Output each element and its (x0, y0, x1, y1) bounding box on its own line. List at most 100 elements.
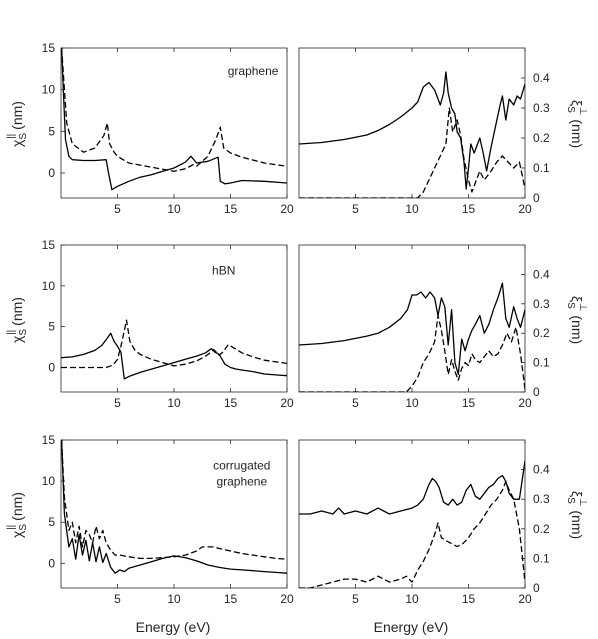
x-tick-label-10: 10 (405, 202, 419, 216)
xi-unit: (nm) (569, 116, 585, 149)
x-tick-label-20: 20 (518, 396, 532, 410)
x-tick-label-10: 10 (167, 592, 181, 606)
y-tick-label-10: 10 (42, 474, 56, 488)
x-tick-label-20: 20 (518, 202, 532, 216)
chi-symbol: χ (9, 139, 25, 147)
x-tick-label-15: 15 (224, 396, 238, 410)
xi-sup: ⊥ (577, 303, 588, 312)
series-group (61, 319, 287, 380)
svg-text:χS|| (nm): χS|| (nm) (6, 101, 29, 147)
x-tick-label-5: 5 (352, 396, 359, 410)
y-tick-label-15: 15 (42, 41, 56, 55)
xi-symbol: ξ (569, 296, 585, 302)
x-tick-label-15: 15 (462, 202, 476, 216)
panel-annotation: corrugated graphene (213, 459, 270, 489)
x-tick-label-20: 20 (280, 202, 294, 216)
y-tick-label-0: 0 (48, 556, 55, 570)
chi-unit: (nm) (9, 101, 25, 134)
series-group (61, 48, 287, 191)
x-tick-label-10: 10 (405, 592, 419, 606)
plot-frame (60, 47, 288, 199)
y-axis-label-chi-bottom: χS|| (nm) (6, 492, 29, 538)
panel-annotation: graphene (228, 64, 279, 78)
series-group (299, 71, 525, 198)
chi-unit: (nm) (9, 492, 25, 525)
series-line-solid (61, 440, 287, 574)
plot-frame (60, 244, 288, 393)
xi-sup: ⊥ (577, 498, 588, 507)
y-tick-label-0.3: 0.3 (533, 492, 550, 506)
plot-frame (298, 47, 526, 199)
y-tick-label-0.1: 0.1 (533, 161, 550, 175)
y-tick-label-0.1: 0.1 (533, 551, 550, 565)
plot-frame (298, 439, 526, 589)
chi-sup: || (6, 525, 17, 530)
x-tick-label-5: 5 (114, 202, 121, 216)
x-tick-label-5: 5 (114, 592, 121, 606)
panel-hbn-xi: 5 10 15 200 0.1 0.2 0.3 0.4 (298, 244, 550, 410)
x-tick-label-20: 20 (518, 592, 532, 606)
series-line-dashed (61, 319, 287, 369)
svg-text:ξS⊥ (nm): ξS⊥ (nm) (565, 491, 588, 539)
series-line-dashed (299, 480, 525, 588)
y-tick-label-0: 0 (48, 361, 55, 375)
y-tick-label-15: 15 (42, 433, 56, 447)
y-axis-label-xi-top: ξS⊥ (nm) (565, 100, 588, 148)
y-tick-label-0.3: 0.3 (533, 101, 550, 115)
y-tick-label-10: 10 (42, 279, 56, 293)
x-tick-label-10: 10 (405, 396, 419, 410)
svg-text:χS|| (nm): χS|| (nm) (6, 492, 29, 538)
svg-text:ξS⊥ (nm): ξS⊥ (nm) (565, 296, 588, 344)
annotation-line: corrugated (213, 459, 270, 473)
y-axis-label-xi-middle: ξS⊥ (nm) (565, 296, 588, 344)
panel-graphene-xi: 5 10 15 200 0.1 0.2 0.3 0.4 (298, 47, 550, 216)
series-line-dashed (299, 107, 525, 198)
plot-frame (298, 244, 526, 393)
xi-sub: S (565, 302, 576, 309)
y-axis-label-chi-middle: χS|| (nm) (6, 297, 29, 343)
series-line-dashed (61, 440, 287, 560)
x-axis-label-right: Energy (eV) (374, 619, 449, 635)
chi-unit: (nm) (9, 297, 25, 330)
panel-corrugated-xi: 5 10 15 200 0.1 0.2 0.3 0.4 (298, 439, 550, 606)
x-tick-label-5: 5 (352, 592, 359, 606)
x-tick-label-10: 10 (167, 202, 181, 216)
xi-sub: S (565, 106, 576, 113)
annotation-line: hBN (212, 263, 235, 277)
svg-text:ξS⊥ (nm): ξS⊥ (nm) (565, 100, 588, 148)
y-tick-label-15: 15 (42, 238, 56, 252)
chi-symbol: χ (9, 530, 25, 538)
x-tick-label-15: 15 (224, 202, 238, 216)
x-tick-label-5: 5 (352, 202, 359, 216)
xi-unit: (nm) (569, 507, 585, 540)
y-tick-label-0.4: 0.4 (533, 463, 550, 477)
chi-sub: S (18, 524, 29, 531)
x-axis-label-left: Energy (eV) (136, 619, 211, 635)
svg-text:χS|| (nm): χS|| (nm) (6, 297, 29, 343)
panel-corrugated-chi: 5 10 15 20 0 5 10 15 corrugated graphene (42, 433, 294, 606)
y-tick-label-0: 0 (533, 191, 540, 205)
series-line-solid (61, 332, 287, 380)
y-tick-label-0.3: 0.3 (533, 297, 550, 311)
y-tick-label-0: 0 (533, 581, 540, 595)
series-line-dashed (61, 48, 287, 172)
series-line-solid (61, 48, 287, 191)
chi-sub: S (18, 133, 29, 140)
x-tick-label-15: 15 (462, 396, 476, 410)
xi-unit: (nm) (569, 312, 585, 345)
y-tick-label-0: 0 (48, 166, 55, 180)
chi-sup: || (6, 134, 17, 139)
series-group (299, 282, 525, 392)
x-tick-label-15: 15 (224, 592, 238, 606)
y-tick-label-0.4: 0.4 (533, 71, 550, 85)
y-axis-label-chi-top: χS|| (nm) (6, 101, 29, 147)
series-group (61, 440, 287, 574)
panel-annotation: hBN (212, 263, 235, 277)
x-tick-label-10: 10 (167, 396, 181, 410)
chi-sup: || (6, 330, 17, 335)
y-tick-label-5: 5 (48, 515, 55, 529)
chi-sub: S (18, 329, 29, 336)
x-tick-label-20: 20 (280, 396, 294, 410)
chi-symbol: χ (9, 335, 25, 343)
y-tick-label-0: 0 (533, 385, 540, 399)
